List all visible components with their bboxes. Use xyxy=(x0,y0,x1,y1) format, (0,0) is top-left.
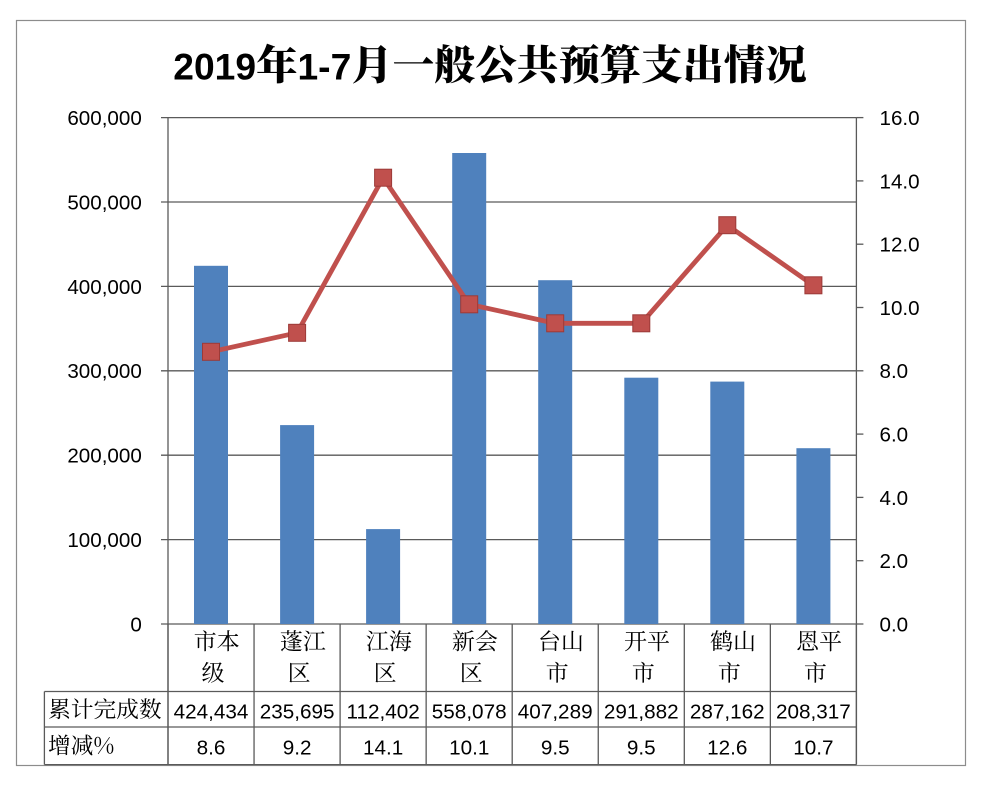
svg-text:10.7: 10.7 xyxy=(793,737,833,760)
svg-text:0: 0 xyxy=(130,613,141,636)
svg-text:1-7: 1-7 xyxy=(298,46,352,88)
svg-text:400,000: 400,000 xyxy=(67,276,141,299)
svg-text:291,882: 291,882 xyxy=(604,700,679,723)
svg-text:14.1: 14.1 xyxy=(363,737,403,760)
svg-text:558,078: 558,078 xyxy=(432,700,507,723)
svg-text:4.0: 4.0 xyxy=(880,487,909,510)
svg-text:9.5: 9.5 xyxy=(627,737,656,760)
svg-text:14.0: 14.0 xyxy=(880,170,920,193)
svg-text:200,000: 200,000 xyxy=(67,445,141,468)
svg-text:9.2: 9.2 xyxy=(283,737,312,760)
svg-text:424,434: 424,434 xyxy=(174,700,249,723)
svg-text:2019: 2019 xyxy=(173,46,256,88)
svg-text:0.0: 0.0 xyxy=(880,613,909,636)
svg-text:407,289: 407,289 xyxy=(518,700,593,723)
svg-text:100,000: 100,000 xyxy=(67,529,141,552)
svg-text:9.5: 9.5 xyxy=(541,737,570,760)
svg-text:600,000: 600,000 xyxy=(67,107,141,130)
svg-text:500,000: 500,000 xyxy=(67,191,141,214)
svg-text:6.0: 6.0 xyxy=(880,424,909,447)
svg-text:16.0: 16.0 xyxy=(880,107,920,130)
svg-text:12.6: 12.6 xyxy=(707,737,747,760)
svg-text:8.6: 8.6 xyxy=(197,737,226,760)
svg-text:208,317: 208,317 xyxy=(776,700,851,723)
svg-text:235,695: 235,695 xyxy=(260,700,335,723)
svg-text:10.1: 10.1 xyxy=(449,737,489,760)
svg-text:300,000: 300,000 xyxy=(67,360,141,383)
svg-text:112,402: 112,402 xyxy=(346,700,419,723)
svg-text:8.0: 8.0 xyxy=(880,360,909,383)
svg-text:2.0: 2.0 xyxy=(880,550,909,573)
svg-text:287,162: 287,162 xyxy=(690,700,765,723)
svg-text:12.0: 12.0 xyxy=(880,234,920,257)
svg-text:10.0: 10.0 xyxy=(880,297,920,320)
